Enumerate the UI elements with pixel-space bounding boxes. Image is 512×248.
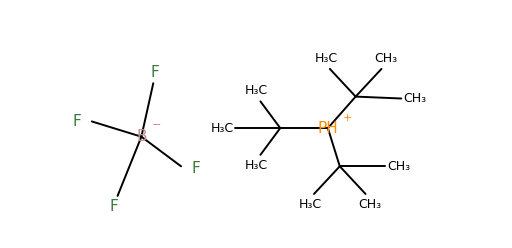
Text: H₃C: H₃C (245, 159, 268, 172)
Text: CH₃: CH₃ (403, 92, 426, 105)
Text: F: F (72, 114, 81, 129)
Text: CH₃: CH₃ (358, 198, 381, 211)
Text: B: B (136, 129, 146, 144)
Text: CH₃: CH₃ (374, 52, 397, 65)
Text: H₃C: H₃C (210, 122, 233, 135)
Text: H₃C: H₃C (298, 198, 322, 211)
Text: −: − (152, 120, 161, 130)
Text: PH: PH (317, 121, 338, 136)
Text: CH₃: CH₃ (388, 160, 411, 173)
Text: F: F (192, 161, 201, 176)
Text: F: F (109, 199, 118, 214)
Text: +: + (343, 113, 352, 123)
Text: F: F (151, 65, 160, 80)
Text: H₃C: H₃C (314, 52, 337, 65)
Text: H₃C: H₃C (245, 84, 268, 97)
